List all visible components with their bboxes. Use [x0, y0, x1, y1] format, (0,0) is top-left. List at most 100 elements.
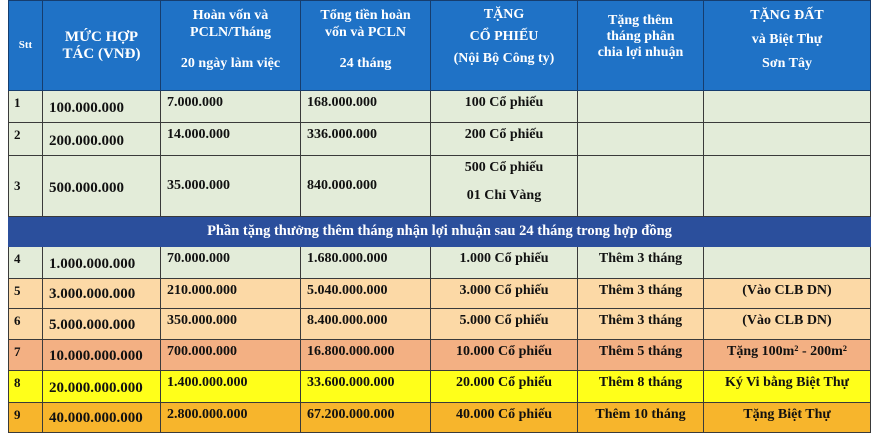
- header-line: Hoàn vốn và: [192, 8, 269, 23]
- header-total: Tổng tiền hoàn vốn và PCLN 24 tháng: [300, 0, 431, 91]
- header-line: 24 tháng: [339, 56, 392, 71]
- cell-shares: 3.000 Cổ phiếu: [430, 278, 578, 309]
- cell-gift: Ký Vi bằng Biệt Thự: [703, 370, 871, 403]
- table-row: 8 20.000.000.000 1.400.000.000 33.600.00…: [8, 370, 871, 403]
- cell-extra: Thêm 3 tháng: [577, 308, 704, 340]
- cell-extra: Thêm 3 tháng: [577, 246, 704, 279]
- cell-stt: 4: [8, 246, 43, 279]
- cell-total: 33.600.000.000: [300, 370, 431, 403]
- cell-extra: Thêm 10 tháng: [577, 402, 704, 433]
- cell-total: 336.000.000: [300, 122, 431, 156]
- header-line: Tổng tiền hoàn: [320, 8, 411, 23]
- cell-total: 16.800.000.000: [300, 339, 431, 371]
- cell-monthly: 350.000.000: [160, 308, 301, 340]
- cell-amount: 200.000.000: [42, 122, 161, 156]
- cell-stt: 1: [8, 90, 43, 123]
- cell-gift: [703, 246, 871, 279]
- cell-total: 1.680.000.000: [300, 246, 431, 279]
- header-extra-months: Tặng thêm tháng phân chia lợi nhuận: [577, 0, 704, 91]
- table-row: 6 5.000.000.000 350.000.000 8.400.000.00…: [8, 308, 871, 340]
- cell-shares: 10.000 Cổ phiếu: [430, 339, 578, 371]
- cell-amount: 1.000.000.000: [42, 246, 161, 279]
- investment-table: Stt MỨC HỢP TÁC (VNĐ) Hoàn vốn và PCLN/Thá…: [8, 0, 871, 433]
- cell-stt: 7: [8, 339, 43, 371]
- table-row: 4 1.000.000.000 70.000.000 1.680.000.000…: [8, 246, 871, 279]
- header-line: CỔ PHIẾU: [469, 29, 539, 44]
- cell-stt: 3: [8, 155, 43, 217]
- cell-total: 840.000.000: [300, 155, 431, 217]
- cell-monthly: 700.000.000: [160, 339, 301, 371]
- header-line: TẶNG ĐẤT: [750, 8, 824, 23]
- header-line: (Nội Bộ Công ty): [453, 51, 555, 66]
- cell-shares: 200 Cổ phiếu: [430, 122, 578, 156]
- header-line: vốn và PCLN: [325, 25, 406, 40]
- banner-row: Phần tặng thưởng thêm tháng nhận lợi nhu…: [8, 216, 871, 247]
- cell-stt: 5: [8, 278, 43, 309]
- cell-gift: (Vào CLB DN): [703, 308, 871, 340]
- cell-total: 168.000.000: [300, 90, 431, 123]
- cell-shares: 5.000 Cổ phiếu: [430, 308, 578, 340]
- table-row: 2 200.000.000 14.000.000 336.000.000 200…: [8, 122, 871, 156]
- cell-extra: [577, 122, 704, 156]
- header-line: chia lợi nhuận: [597, 45, 684, 60]
- cell-shares: 1.000 Cổ phiếu: [430, 246, 578, 279]
- cell-stt: 9: [8, 402, 43, 433]
- table-row: 9 40.000.000.000 2.800.000.000 67.200.00…: [8, 402, 871, 433]
- cell-amount: 40.000.000.000: [42, 402, 161, 433]
- cell-extra: Thêm 5 tháng: [577, 339, 704, 371]
- header-line: Sơn Tây: [762, 56, 812, 71]
- bonus-banner: Phần tặng thưởng thêm tháng nhận lợi nhu…: [8, 216, 871, 247]
- header-shares: TẶNG CỔ PHIẾU (Nội Bộ Công ty): [430, 0, 578, 91]
- header-amount: MỨC HỢP TÁC (VNĐ): [42, 0, 161, 91]
- cell-stt: 8: [8, 370, 43, 403]
- header-line: và Biệt Thự: [751, 32, 823, 47]
- shares-line: 500 Cổ phiếu: [464, 160, 544, 175]
- cell-gift: Tặng 100m² - 200m²: [703, 339, 871, 371]
- table-row: 3 500.000.000 35.000.000 840.000.000 500…: [8, 155, 871, 217]
- shares-line: 01 Chỉ Vàng: [466, 188, 542, 203]
- header-monthly: Hoàn vốn và PCLN/Tháng 20 ngày làm việc: [160, 0, 301, 91]
- cell-monthly: 2.800.000.000: [160, 402, 301, 433]
- cell-gift: [703, 155, 871, 217]
- cell-amount: 3.000.000.000: [42, 278, 161, 309]
- cell-shares: 20.000 Cổ phiếu: [430, 370, 578, 403]
- cell-amount: 5.000.000.000: [42, 308, 161, 340]
- cell-stt: 6: [8, 308, 43, 340]
- cell-amount: 10.000.000.000: [42, 339, 161, 371]
- cell-stt: 2: [8, 122, 43, 156]
- cell-amount: 100.000.000: [42, 90, 161, 123]
- header-line: MỨC HỢP: [64, 28, 139, 45]
- table-row: 1 100.000.000 7.000.000 168.000.000 100 …: [8, 90, 871, 123]
- table-row: 7 10.000.000.000 700.000.000 16.800.000.…: [8, 339, 871, 371]
- cell-shares: 40.000 Cổ phiếu: [430, 402, 578, 433]
- header-line: TẶNG: [483, 7, 525, 22]
- header-line: PCLN/Tháng: [190, 25, 271, 40]
- header-line: 20 ngày làm việc: [180, 56, 281, 71]
- cell-shares: 100 Cổ phiếu: [430, 90, 578, 123]
- cell-monthly: 14.000.000: [160, 122, 301, 156]
- cell-monthly: 210.000.000: [160, 278, 301, 309]
- header-land-gift: TẶNG ĐẤT và Biệt Thự Sơn Tây: [703, 0, 871, 91]
- cell-monthly: 1.400.000.000: [160, 370, 301, 403]
- cell-gift: Tặng Biệt Thự: [703, 402, 871, 433]
- cell-gift: (Vào CLB DN): [703, 278, 871, 309]
- cell-extra: [577, 155, 704, 217]
- cell-gift: [703, 122, 871, 156]
- cell-gift: [703, 90, 871, 123]
- cell-total: 5.040.000.000: [300, 278, 431, 309]
- cell-extra: [577, 90, 704, 123]
- cell-monthly: 7.000.000: [160, 90, 301, 123]
- cell-total: 67.200.000.000: [300, 402, 431, 433]
- header-line: TÁC (VNĐ): [62, 45, 141, 62]
- cell-shares: 500 Cổ phiếu 01 Chỉ Vàng: [430, 155, 578, 217]
- cell-extra: Thêm 3 tháng: [577, 278, 704, 309]
- header-line: tháng phân: [606, 29, 675, 44]
- cell-amount: 20.000.000.000: [42, 370, 161, 403]
- cell-total: 8.400.000.000: [300, 308, 431, 340]
- cell-monthly: 35.000.000: [160, 155, 301, 217]
- header-stt: Stt: [8, 0, 43, 91]
- cell-extra: Thêm 8 tháng: [577, 370, 704, 403]
- table-row: 5 3.000.000.000 210.000.000 5.040.000.00…: [8, 278, 871, 309]
- cell-amount: 500.000.000: [42, 155, 161, 217]
- header-line: Tặng thêm: [608, 13, 673, 28]
